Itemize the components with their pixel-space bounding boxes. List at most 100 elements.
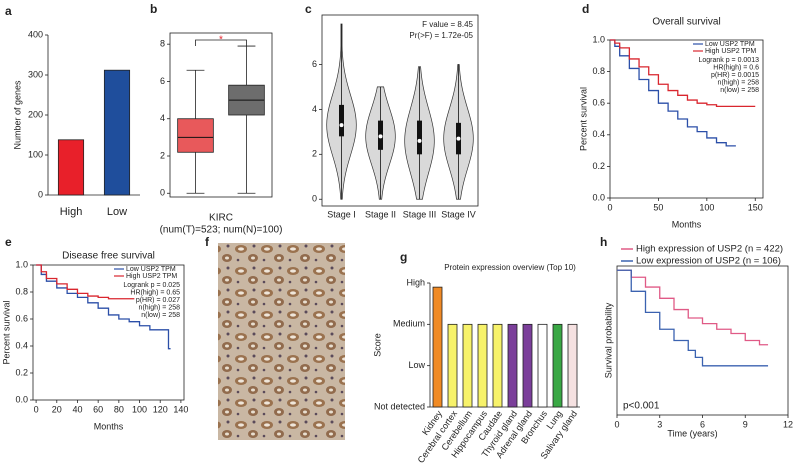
y-tick-label: 6 [312, 59, 317, 69]
legend-label: Low USP2 TPM [705, 41, 755, 48]
y-tick-label: 0.6 [15, 313, 28, 323]
y-axis-label: Survival probability [603, 302, 613, 378]
chart-title: Protein expression overview (Top 10) [444, 263, 576, 272]
significance: * [219, 35, 223, 46]
x-tick-label: 100 [132, 404, 147, 414]
x-tick-label: 6 [700, 419, 705, 429]
y-axis-label: Number of genes [12, 80, 22, 150]
x-tick-label: 50 [653, 202, 663, 212]
y-axis-label: Percent survival [1, 300, 11, 364]
survival-curve [610, 39, 756, 108]
x-tick-label: 0 [614, 419, 619, 429]
bar [537, 323, 548, 408]
y-tick-label: 0 [312, 194, 317, 204]
panel-letter: d [582, 2, 589, 16]
panel-letter: a [5, 4, 12, 18]
bar [103, 69, 131, 196]
violin-iqr [339, 104, 344, 137]
x-tick-label: Stage I [327, 209, 356, 219]
x-tick-label: 0 [607, 202, 612, 212]
panel-letter: b [150, 2, 157, 16]
y-tick-label: Not detected [374, 401, 425, 411]
y-tick-label: 2 [160, 150, 165, 160]
legend-label: High USP2 TPM [705, 48, 756, 55]
bar [492, 323, 503, 408]
x-axis-label: Months [94, 421, 124, 431]
y-tick-label: 0.2 [592, 161, 605, 171]
x-tick-label: 100 [699, 202, 714, 212]
plot-frame [609, 39, 764, 199]
annotation: Pr(>F) = 1.72e-05 [409, 31, 473, 40]
stat-text: n(low) = 258 [720, 87, 759, 94]
x-tick-label: 120 [153, 404, 168, 414]
survival-curve [617, 269, 769, 346]
violin-iqr [417, 120, 422, 155]
x-tick-label: Low [107, 206, 127, 218]
annotation: F value = 8.45 [422, 20, 473, 29]
y-tick-label: 0.0 [592, 192, 605, 202]
significance-bracket [195, 39, 247, 46]
plot-frame [321, 14, 479, 207]
y-tick-label: 4 [312, 104, 317, 114]
x-tick-label: 20 [52, 404, 62, 414]
stat-text: Logrank p = 0.025 [123, 282, 180, 289]
panel-letter: f [205, 235, 210, 249]
y-tick-label: 0.6 [592, 98, 605, 108]
y-tick-label: High [406, 277, 425, 287]
tissue-image [218, 243, 345, 440]
chart-title: Disease free survival [62, 251, 155, 262]
y-tick-label: 1.0 [592, 34, 605, 44]
stat-text: n(high) = 258 [718, 79, 760, 86]
chart-title: Overall survival [652, 17, 720, 28]
y-tick-label: Low [408, 360, 425, 370]
x-tick-label: 12 [783, 419, 793, 429]
bar [552, 323, 563, 408]
x-tick-label: 40 [72, 404, 82, 414]
x-axis-label: Months [672, 219, 702, 229]
x-axis-label: KIRC [209, 213, 233, 224]
bar [57, 139, 85, 196]
plot-frame [616, 265, 789, 416]
x-tick-label: High [60, 206, 83, 218]
y-tick-label: 200 [28, 109, 43, 119]
survival-curve [36, 264, 171, 350]
violin-median [378, 134, 383, 139]
violin-median [339, 123, 344, 128]
plot-frame [169, 32, 273, 198]
annotation: p<0.001 [623, 401, 660, 412]
y-tick-label: 0.4 [592, 129, 605, 139]
subtitle: (num(T)=523; num(N)=100) [160, 225, 283, 236]
y-tick-label: 2 [312, 149, 317, 159]
panel-letter: c [305, 2, 312, 16]
x-tick-label: 3 [657, 419, 662, 429]
x-tick-label: 140 [173, 404, 188, 414]
violin-median [417, 138, 422, 143]
bar [567, 323, 578, 408]
x-tick-label: 150 [748, 202, 763, 212]
plot-frame [32, 264, 185, 401]
y-tick-label: 0.8 [15, 286, 28, 296]
y-tick-label: 0.8 [592, 66, 605, 76]
bar [432, 286, 443, 408]
y-tick-label: 0.4 [15, 340, 28, 350]
y-tick-label: 100 [28, 149, 43, 159]
legend-label: High USP2 TPM [126, 273, 177, 280]
x-axis-label: Time (years) [667, 428, 717, 438]
y-axis-label: Percent survival [578, 87, 588, 151]
bar [447, 323, 458, 408]
survival-curve [610, 39, 736, 147]
y-tick-label: 4 [160, 113, 165, 123]
y-tick-label: 8 [160, 39, 165, 49]
legend-label: Low USP2 TPM [126, 266, 176, 273]
y-tick-label: Medium [393, 319, 425, 329]
box [177, 118, 214, 153]
stat-text: n(high) = 258 [139, 304, 181, 311]
x-tick-label: 60 [93, 404, 103, 414]
x-tick-label: Stage III [403, 209, 437, 219]
y-axis-label: Score [372, 333, 382, 357]
y-tick-label: 1.0 [15, 259, 28, 269]
y-tick-label: 300 [28, 69, 43, 79]
stat-text: HR(high) = 0.65 [130, 289, 180, 296]
y-tick-label: 0.2 [15, 367, 28, 377]
